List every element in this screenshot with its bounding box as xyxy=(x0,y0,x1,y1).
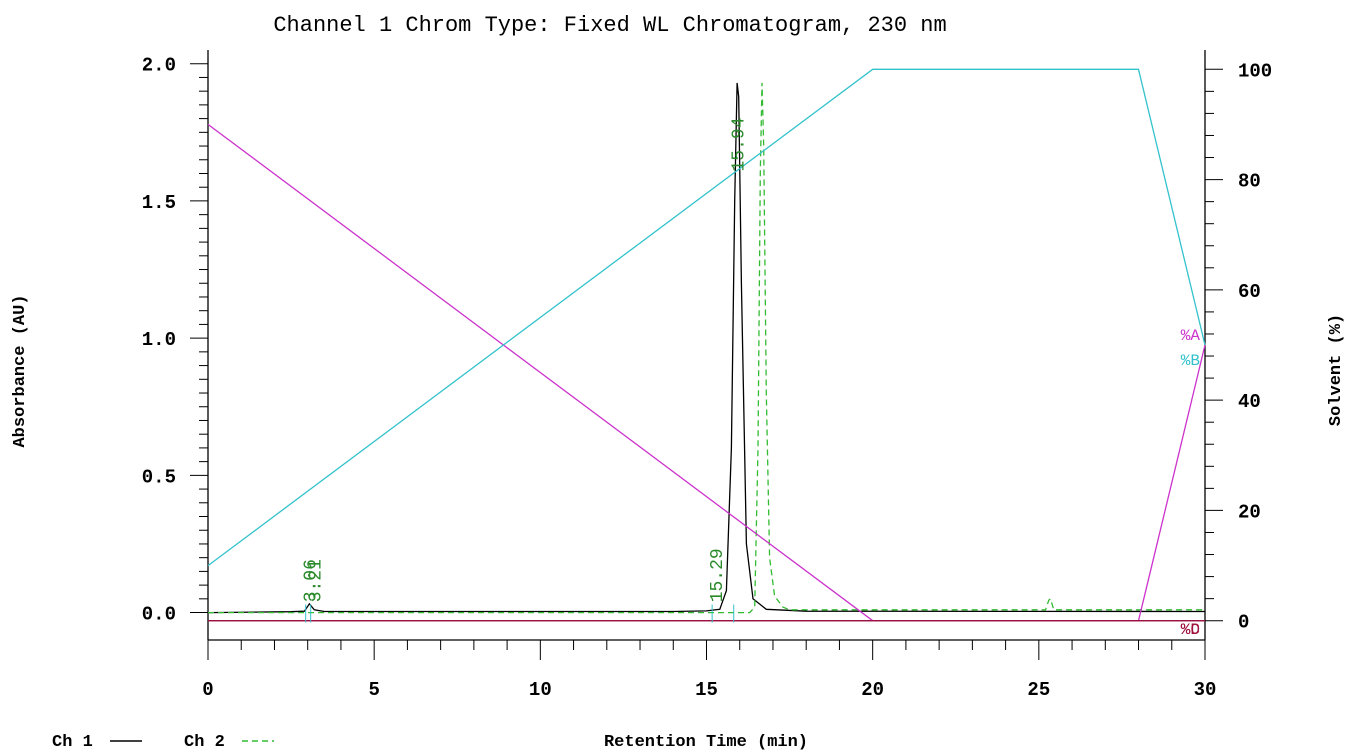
right-tick-label: 20 xyxy=(1238,501,1261,523)
right-tick-label: 80 xyxy=(1238,171,1261,193)
legend: Ch 1 Ch 2 xyxy=(52,733,274,752)
series-layer xyxy=(207,68,1206,622)
solvent-label-a: %A xyxy=(1181,327,1201,345)
series-ch-1 xyxy=(207,82,1206,614)
x-axis-label: Retention Time (min) xyxy=(604,733,808,752)
x-tick-label: 15 xyxy=(695,679,718,701)
left-tick-label: 0.5 xyxy=(142,466,176,488)
solvent-label-d: %D xyxy=(1181,621,1200,639)
left-tick-label: 1.5 xyxy=(142,192,176,214)
series-ch-2 xyxy=(208,82,1205,614)
right-axis-ticks: 0 20 40 60 80 100 xyxy=(1205,60,1272,634)
left-tick-label: 2.0 xyxy=(142,55,176,77)
right-tick-label: 100 xyxy=(1238,60,1272,82)
legend-label: Ch 2 xyxy=(184,733,225,752)
left-axis-ticks: 0.0 0.5 1.0 1.5 2.0 xyxy=(142,55,208,626)
series-pct-b xyxy=(207,68,1206,567)
x-tick-label: 25 xyxy=(1027,679,1050,701)
x-tick-label: 10 xyxy=(529,679,552,701)
x-tick-label: 0 xyxy=(202,679,213,701)
x-tick-label: 5 xyxy=(368,679,379,701)
y2-axis-label: Solvent (%) xyxy=(1327,314,1346,426)
chart-title: Channel 1 Chrom Type: Fixed WL Chromatog… xyxy=(273,13,946,38)
solvent-labels: %A %B %C%D xyxy=(1181,327,1201,639)
peak-label: 3.06 xyxy=(302,559,322,602)
solvent-label-c: %C xyxy=(1181,621,1200,639)
x-axis-ticks: 0 5 10 15 20 25 30 xyxy=(202,640,1216,701)
x-tick-label: 20 xyxy=(861,679,884,701)
peak-label: 3.21 xyxy=(307,559,327,602)
legend-label: Ch 1 xyxy=(52,733,93,752)
series-pct-a xyxy=(207,123,1206,622)
peak-label: 15.29 xyxy=(708,548,728,602)
solvent-label-b: %B xyxy=(1181,352,1200,370)
right-tick-label: 0 xyxy=(1238,612,1249,634)
right-tick-label: 40 xyxy=(1238,391,1261,413)
left-tick-label: 0.0 xyxy=(142,604,176,626)
y-axis-label: Absorbance (AU) xyxy=(11,294,30,447)
peak-labels: 3.063.21 15.29 15.94 xyxy=(302,117,750,623)
left-tick-label: 1.0 xyxy=(142,329,176,351)
x-tick-label: 30 xyxy=(1194,679,1217,701)
peak-label: 15.94 xyxy=(730,117,750,171)
right-tick-label: 60 xyxy=(1238,281,1261,303)
